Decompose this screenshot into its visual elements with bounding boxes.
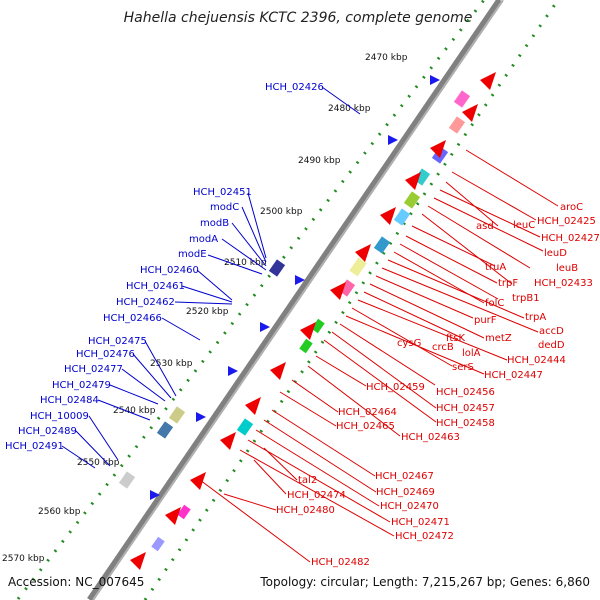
gene-label: HCH_02472 bbox=[395, 531, 454, 542]
gene-label: lolA bbox=[462, 348, 481, 359]
gene-label: HCH_02477 bbox=[64, 364, 123, 375]
gene-label: metZ bbox=[485, 333, 512, 344]
genome-backbone bbox=[87, 0, 504, 600]
gene-blocks bbox=[118, 90, 471, 552]
gene-label: HCH_02491 bbox=[5, 441, 64, 452]
right-leader-lines bbox=[199, 149, 559, 563]
gene-label: tal2 bbox=[298, 475, 317, 486]
left-gene-labels: HCH_02426 HCH_02451 modC modB modA modE … bbox=[5, 82, 324, 452]
topology-label: Topology: circular; Length: 7,215,267 bp… bbox=[260, 575, 590, 589]
gene-label: HCH_02479 bbox=[52, 380, 111, 391]
gene-label: HCH_02458 bbox=[436, 418, 495, 429]
kbp-tick: 2500 kbp bbox=[260, 207, 303, 217]
gene-label: leuD bbox=[544, 248, 567, 259]
right-gene-labels: aroC HCH_02425 asd leuC HCH_02427 leuD t… bbox=[276, 202, 600, 568]
gene-label: HCH_02471 bbox=[391, 517, 450, 528]
gene-label: trpF bbox=[498, 278, 518, 289]
kbp-tick: 2570 kbp bbox=[2, 554, 45, 564]
gene-label: trpA bbox=[525, 312, 546, 323]
gene-label: leuB bbox=[556, 263, 578, 274]
gene-label: leuC bbox=[513, 220, 535, 231]
gene-label: HCH_02463 bbox=[401, 432, 460, 443]
gene-label: purF bbox=[474, 315, 497, 326]
gene-label: modB bbox=[200, 218, 229, 229]
gene-label: HCH_02466 bbox=[103, 313, 162, 324]
gene-label: crcB bbox=[432, 342, 454, 353]
gene-label: HCH_02470 bbox=[380, 501, 439, 512]
gene-label: HCH_02474 bbox=[287, 490, 346, 501]
kbp-ticks: 2470 kbp 2480 kbp 2490 kbp 2500 kbp 2510… bbox=[2, 53, 408, 564]
gene-label: truA bbox=[485, 262, 506, 273]
gene-label: HCH_02426 bbox=[265, 82, 324, 93]
accession-label: Accession: NC_007645 bbox=[8, 575, 145, 589]
gene-label: HCH_02444 bbox=[507, 355, 566, 366]
gene-label: HCH_02469 bbox=[376, 487, 435, 498]
gene-label: HCH_02476 bbox=[76, 349, 135, 360]
gene-label: HCH_02482 bbox=[311, 557, 370, 568]
kbp-tick: 2470 kbp bbox=[365, 53, 408, 63]
kbp-tick: 2490 kbp bbox=[298, 156, 341, 166]
gene-label: ftsK bbox=[446, 333, 465, 344]
gene-label: HCH_02489 bbox=[18, 426, 77, 437]
kbp-tick: 2550 kbp bbox=[77, 458, 120, 468]
gene-label: HCH_02457 bbox=[436, 403, 495, 414]
gene-label: HCH_02484 bbox=[40, 395, 99, 406]
kbp-tick: 2560 kbp bbox=[38, 507, 81, 517]
gene-label: HCH_02461 bbox=[126, 281, 185, 292]
gene-label: HCH_02475 bbox=[88, 336, 147, 347]
forward-gene-arrows bbox=[130, 72, 496, 570]
gc-dot-track-inner bbox=[143, 0, 560, 600]
genome-title: Hahella chejuensis KCTC 2396, complete g… bbox=[124, 10, 473, 26]
gene-label: HCH_02427 bbox=[541, 233, 600, 244]
gene-label: HCH_02480 bbox=[276, 505, 335, 516]
small-features bbox=[150, 75, 440, 500]
gene-label: HCH_02433 bbox=[534, 278, 593, 289]
gene-label: HCH_02459 bbox=[366, 382, 425, 393]
gene-label: HCH_02465 bbox=[336, 421, 395, 432]
gene-label: folC bbox=[485, 298, 504, 309]
gene-label: serS bbox=[452, 362, 474, 373]
kbp-tick: 2510 kbp bbox=[224, 258, 267, 268]
gene-label: HCH_02460 bbox=[140, 265, 199, 276]
gene-label: HCH_02456 bbox=[436, 387, 495, 398]
gene-label: modA bbox=[189, 234, 218, 245]
gene-label: accD bbox=[539, 326, 564, 337]
gene-label: modE bbox=[178, 249, 207, 260]
gene-label: HCH_02467 bbox=[375, 471, 434, 482]
gene-label: cysG bbox=[397, 338, 421, 349]
gene-label: HCH_02462 bbox=[116, 297, 175, 308]
gene-label: trpB1 bbox=[512, 293, 540, 304]
gene-label: HCH_02451 bbox=[193, 187, 252, 198]
kbp-tick: 2520 kbp bbox=[186, 307, 229, 317]
gene-label: aroC bbox=[560, 202, 583, 213]
gene-label: HCH_10009 bbox=[30, 411, 89, 422]
gene-label: HCH_02425 bbox=[537, 216, 596, 227]
kbp-tick: 2530 kbp bbox=[150, 359, 193, 369]
left-leader-lines bbox=[61, 86, 361, 469]
gene-label: modC bbox=[210, 202, 239, 213]
gene-label: HCH_02464 bbox=[338, 407, 397, 418]
gene-label: HCH_02447 bbox=[484, 370, 543, 381]
kbp-tick: 2540 kbp bbox=[113, 406, 156, 416]
kbp-tick: 2480 kbp bbox=[328, 104, 371, 114]
gene-label: asd bbox=[476, 221, 494, 232]
gene-label: dedD bbox=[538, 340, 565, 351]
